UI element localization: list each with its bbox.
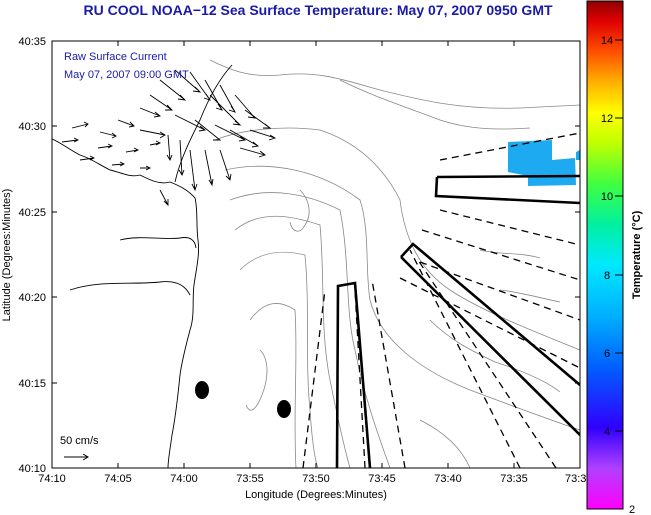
overlay-timestamp: May 07, 2007 09:00 GMT bbox=[64, 69, 189, 81]
cb-tick-3: 8 bbox=[604, 270, 610, 282]
axis-ticks bbox=[51, 40, 581, 469]
x-tick-labels: 74:10 74:05 74:00 73:55 73:50 73:45 73:4… bbox=[38, 473, 586, 485]
x-tick-0: 74:10 bbox=[38, 473, 66, 485]
survey-boxes bbox=[335, 174, 580, 468]
map-content bbox=[52, 59, 580, 468]
x-tick-2: 74:00 bbox=[170, 473, 198, 485]
x-tick-5: 73:45 bbox=[368, 473, 396, 485]
overlay-title: Raw Surface Current bbox=[64, 51, 167, 63]
cb-tick-0: 14 bbox=[601, 35, 613, 47]
cb-tick-6: 2 bbox=[629, 504, 635, 515]
scale-label: 50 cm/s bbox=[60, 435, 99, 447]
y-tick-0: 40:35 bbox=[18, 36, 46, 48]
map-title: RU COOL NOAA−12 Sea Surface Temperature:… bbox=[83, 2, 553, 18]
cb-tick-2: 10 bbox=[601, 191, 613, 203]
colorbar-tick-labels: 14 12 10 8 6 4 2 bbox=[601, 35, 635, 515]
buoy-marker-north bbox=[195, 381, 209, 399]
colorbar-label: Temperature (°C) bbox=[631, 210, 643, 299]
scale-arrow-icon bbox=[64, 453, 89, 461]
y-tick-2: 40:25 bbox=[18, 207, 46, 219]
plot-area bbox=[52, 41, 580, 468]
radial-dashed-lines bbox=[302, 132, 580, 468]
survey-box-right bbox=[400, 242, 580, 436]
cb-tick-5: 4 bbox=[604, 426, 610, 438]
x-axis-label: Longitude (Degrees:Minutes) bbox=[245, 489, 387, 501]
bathymetry-contours bbox=[209, 59, 580, 468]
x-tick-4: 73:50 bbox=[302, 473, 330, 485]
buoy-marker-south bbox=[277, 400, 291, 418]
y-tick-3: 40:20 bbox=[18, 292, 46, 304]
cb-tick-4: 6 bbox=[604, 348, 610, 360]
surface-current-vectors bbox=[61, 69, 277, 207]
sst-patch-small bbox=[576, 150, 580, 160]
y-tick-labels: 40:35 40:30 40:25 40:20 40:15 40:10 bbox=[18, 36, 46, 475]
sst-patch bbox=[508, 140, 576, 186]
y-tick-5: 40:10 bbox=[18, 463, 46, 475]
colorbar bbox=[586, 0, 624, 510]
survey-box-top bbox=[434, 174, 580, 205]
cb-tick-1: 12 bbox=[601, 113, 613, 125]
coastline bbox=[52, 64, 233, 468]
x-tick-3: 73:55 bbox=[236, 473, 264, 485]
y-tick-4: 40:15 bbox=[18, 378, 46, 390]
y-tick-1: 40:30 bbox=[18, 121, 46, 133]
x-tick-6: 73:40 bbox=[434, 473, 462, 485]
y-axis-label: Latitude (Degrees:Minutes) bbox=[1, 189, 13, 322]
x-tick-8: 73:3 bbox=[565, 473, 586, 485]
x-tick-7: 73:35 bbox=[500, 473, 528, 485]
x-tick-1: 74:05 bbox=[104, 473, 132, 485]
colorbar-ticks bbox=[615, 39, 623, 432]
survey-box-middle bbox=[335, 281, 372, 468]
